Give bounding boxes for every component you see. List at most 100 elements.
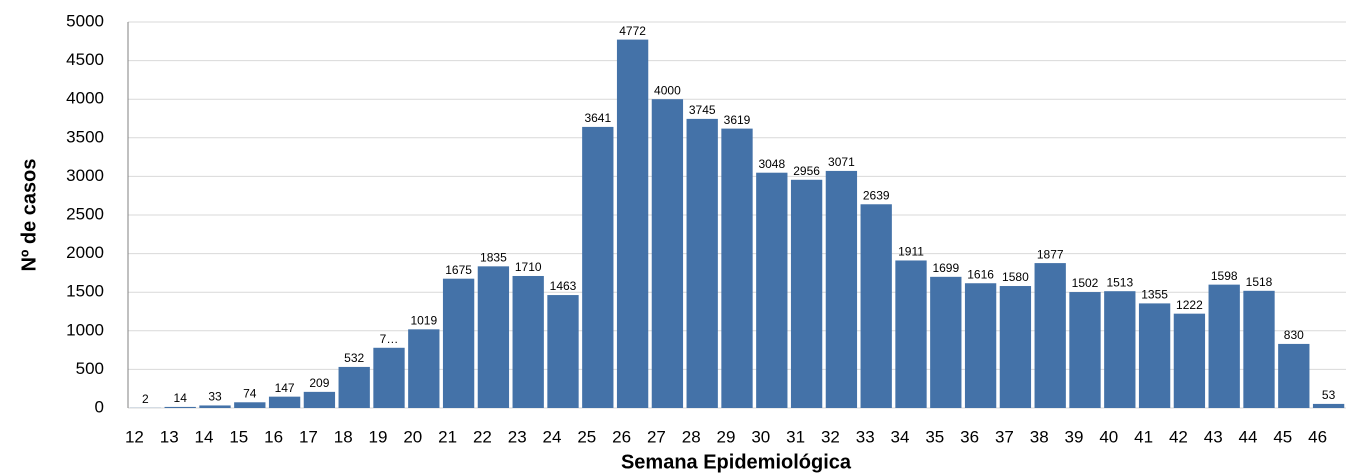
- bar: [1173, 313, 1206, 408]
- x-tick-label: 37: [995, 427, 1014, 446]
- bar: [338, 366, 370, 408]
- x-tick-label: 41: [1134, 427, 1153, 446]
- x-tick-label: 16: [264, 427, 283, 446]
- data-label: 2: [142, 392, 149, 406]
- x-tick-label: 12: [125, 427, 144, 446]
- y-tick-label: 2000: [66, 243, 104, 262]
- bar: [825, 170, 858, 408]
- data-label: 532: [344, 351, 364, 365]
- data-label: 830: [1284, 328, 1304, 342]
- data-label: 3071: [828, 155, 855, 169]
- x-tick-label: 36: [960, 427, 979, 446]
- y-tick-label: 0: [95, 397, 104, 416]
- x-tick-label: 33: [856, 427, 875, 446]
- bar: [373, 347, 405, 408]
- data-label: 1616: [967, 267, 994, 281]
- data-label: 74: [243, 386, 257, 400]
- bar: [860, 204, 892, 408]
- x-tick-label: 14: [195, 427, 214, 446]
- bar: [512, 275, 544, 408]
- data-label: 7…: [380, 332, 399, 346]
- bar: [1243, 290, 1275, 408]
- bar: [616, 39, 649, 409]
- bar: [408, 329, 440, 408]
- x-tick-label: 29: [717, 427, 736, 446]
- data-label: 3619: [724, 113, 751, 127]
- data-label: 3745: [689, 103, 716, 117]
- x-tick-label: 20: [403, 427, 422, 446]
- bar: [721, 128, 753, 408]
- y-tick-label: 5000: [66, 11, 104, 30]
- bar: [1278, 343, 1310, 408]
- x-tick-label: 35: [925, 427, 944, 446]
- bar: [1034, 263, 1066, 408]
- y-axis-title: Nº de casos: [18, 159, 40, 272]
- bar: [999, 286, 1032, 408]
- x-tick-label: 43: [1204, 427, 1223, 446]
- x-tick-label: 38: [1030, 427, 1049, 446]
- y-tick-label: 3000: [66, 166, 104, 185]
- data-label: 1699: [932, 261, 959, 275]
- y-tick-label: 1500: [66, 282, 104, 301]
- bar: [790, 179, 823, 408]
- bar: [234, 402, 266, 408]
- x-tick-label: 42: [1169, 427, 1188, 446]
- bar: [199, 405, 231, 408]
- bar: [547, 295, 579, 408]
- data-label: 1019: [410, 314, 437, 328]
- bar: [651, 99, 684, 408]
- data-label: 1463: [550, 279, 577, 293]
- x-tick-label: 44: [1239, 427, 1258, 446]
- data-label: 53: [1322, 388, 1336, 402]
- data-label: 14: [174, 391, 188, 405]
- bar: [268, 396, 301, 408]
- data-label: 1877: [1037, 247, 1064, 261]
- data-label: 1580: [1002, 270, 1029, 284]
- x-axis-title: Semana Epidemiológica: [621, 451, 852, 473]
- bar: [686, 118, 718, 409]
- bar: [582, 126, 614, 409]
- data-label: 2639: [863, 188, 890, 202]
- data-label: 1598: [1211, 269, 1238, 283]
- bar: [930, 276, 962, 408]
- bar: [303, 391, 336, 408]
- x-tick-label: 28: [682, 427, 701, 446]
- x-tick-label: 30: [751, 427, 770, 446]
- x-tick-label: 19: [369, 427, 388, 446]
- x-tick-label: 31: [786, 427, 805, 446]
- bar: [1104, 291, 1136, 408]
- data-label: 147: [275, 381, 295, 395]
- x-tick-label: 18: [334, 427, 353, 446]
- y-tick-label: 500: [76, 359, 104, 378]
- x-tick-label: 26: [612, 427, 631, 446]
- y-tick-label: 1000: [66, 320, 104, 339]
- data-label: 2956: [793, 164, 820, 178]
- bar: [895, 260, 927, 408]
- x-tick-label: 15: [229, 427, 248, 446]
- y-tick-label: 2500: [66, 204, 104, 223]
- x-tick-label: 39: [1065, 427, 1084, 446]
- data-label: 1222: [1176, 298, 1203, 312]
- y-tick-label: 3500: [66, 127, 104, 146]
- x-tick-label: 22: [473, 427, 492, 446]
- data-label: 1710: [515, 260, 542, 274]
- bar: [756, 172, 788, 408]
- data-label: 33: [208, 390, 222, 404]
- bar: [964, 283, 997, 408]
- data-label: 1675: [445, 263, 472, 277]
- data-label: 4772: [619, 24, 646, 38]
- x-tick-label: 17: [299, 427, 318, 446]
- bar: [442, 278, 475, 408]
- y-tick-label: 4000: [66, 89, 104, 108]
- data-label: 1518: [1246, 275, 1273, 289]
- x-tick-label: 25: [577, 427, 596, 446]
- x-tick-label: 40: [1099, 427, 1118, 446]
- data-label: 1355: [1141, 288, 1168, 302]
- y-tick-label: 4500: [66, 50, 104, 69]
- x-tick-label: 32: [821, 427, 840, 446]
- bar: [1069, 292, 1101, 408]
- x-tick-label: 46: [1308, 427, 1327, 446]
- data-label: 4000: [654, 83, 681, 97]
